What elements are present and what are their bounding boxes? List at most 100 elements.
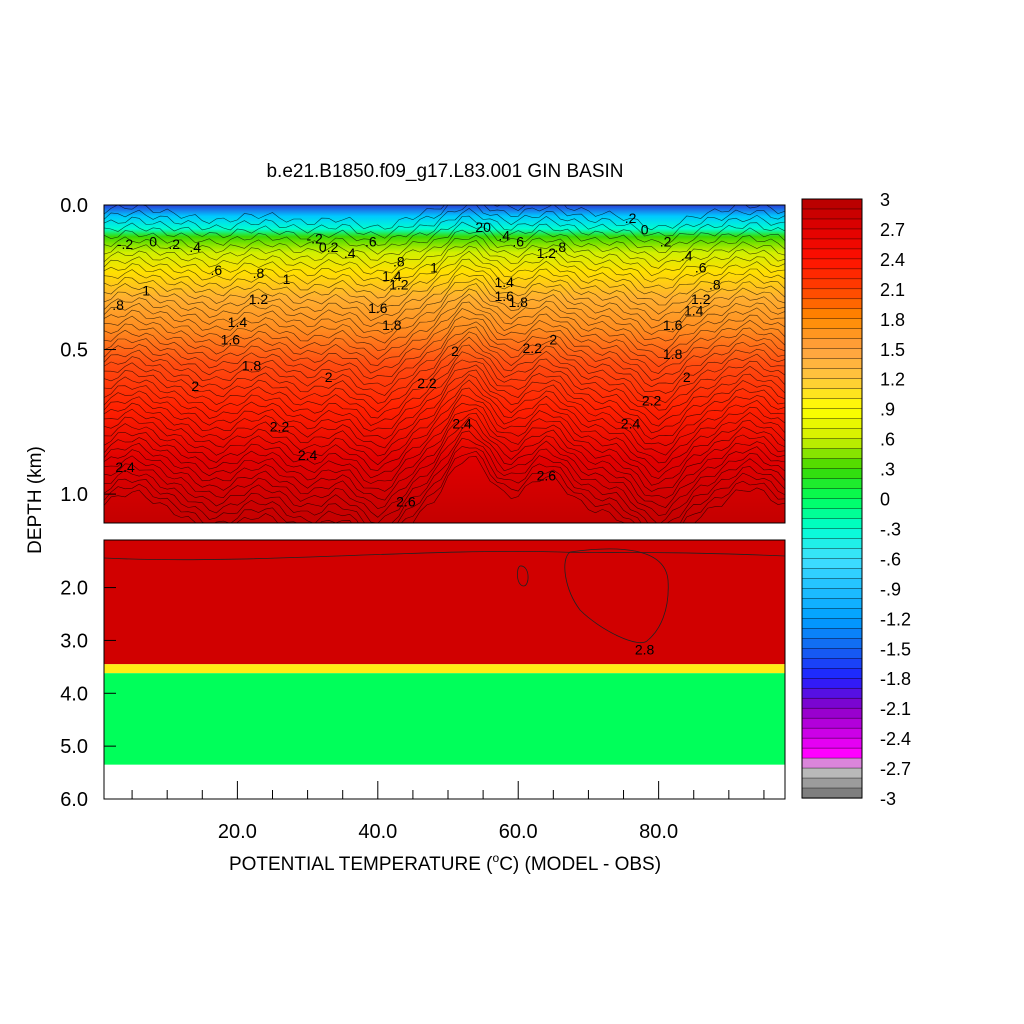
contour-label: 1	[430, 259, 438, 275]
x-tick-label: 40.0	[358, 821, 397, 843]
colorbar-bin	[801, 687, 863, 699]
contour-line	[104, 394, 785, 480]
contour-line	[104, 278, 785, 335]
colorbar-bin	[801, 678, 863, 689]
contour-line	[104, 258, 785, 315]
colorbar-bin	[801, 358, 863, 370]
contour-line	[104, 235, 785, 283]
contour-label: 1.2	[691, 291, 711, 307]
contour-label: 20	[475, 219, 491, 235]
contour-label: 1.6	[368, 300, 388, 316]
colorbar-label: 0	[880, 490, 890, 510]
contour-label: -.2	[306, 230, 323, 246]
contour-label: 2.2	[523, 340, 543, 356]
colorbar-label: 1.5	[880, 340, 905, 360]
colorbar-label: -1.8	[880, 669, 911, 689]
contour-label: 1.8	[663, 346, 683, 362]
colorbar-label: -1.2	[880, 609, 911, 629]
contour-line	[104, 437, 785, 523]
colorbar-label: .3	[880, 460, 895, 480]
colorbar-label: -3	[880, 789, 896, 809]
y-tick-label: 2.0	[60, 578, 88, 600]
colorbar-bin	[801, 388, 863, 400]
contour-label: 2.4	[621, 415, 641, 431]
contour-line	[104, 456, 785, 523]
x-axis-label-part-2: C) (MODEL - OBS)	[499, 854, 661, 875]
chart-title: b.e21.B1850.f09_g17.L83.001 GIN BASIN	[266, 161, 623, 182]
contour-line	[104, 412, 785, 501]
colorbar-bin	[801, 258, 863, 270]
contour-label: 2.2	[270, 418, 290, 434]
colorbar-bin	[801, 368, 863, 380]
y-tick-label: 6.0	[60, 789, 88, 811]
contour-label: .2	[625, 210, 637, 226]
colorbar-label: -2.4	[880, 729, 911, 749]
colorbar-bin	[801, 508, 863, 520]
colorbar-label: 3	[880, 190, 890, 210]
colorbar-bin	[801, 208, 863, 220]
contour-label: .4	[344, 245, 356, 261]
colorbar-bin	[801, 618, 863, 629]
colorbar-bin	[801, 328, 863, 340]
colorbar-label: 2.1	[880, 280, 905, 300]
x-tick-label: 20.0	[218, 821, 257, 843]
contour-line	[104, 379, 785, 466]
contour-label: 2.4	[115, 459, 135, 475]
contour-label: 2	[683, 369, 691, 385]
contour-label: 1.6	[494, 288, 514, 304]
contour-label: 2	[451, 343, 459, 359]
colorbar-bin	[801, 697, 863, 709]
contour-line	[104, 301, 785, 368]
contour-label: 1.8	[508, 294, 528, 310]
contour-line	[104, 245, 785, 299]
contour-label: 1.6	[221, 332, 241, 348]
y-tick-label: 0.0	[60, 195, 88, 217]
contour-label: .6	[512, 233, 524, 249]
contour-label: -.2	[117, 236, 134, 252]
contour-line	[104, 417, 785, 510]
contour-line	[104, 273, 785, 329]
contour-label: .6	[695, 259, 707, 275]
contour-label: 0.2	[319, 239, 339, 255]
upper-frame	[103, 204, 786, 524]
contour-label: 0	[641, 222, 649, 238]
depth-band	[104, 673, 785, 765]
colorbar-label: .6	[880, 430, 895, 450]
colorbar-label: .9	[880, 400, 895, 420]
colorbar-bin	[801, 648, 863, 659]
contour-line	[104, 308, 785, 374]
contour-label: 2	[325, 369, 333, 385]
lower-contour-small	[516, 565, 529, 587]
colorbar-bin	[801, 268, 863, 280]
contour-label: .8	[112, 297, 124, 313]
colorbar-bin	[801, 787, 863, 799]
contour-label: 2.4	[298, 447, 318, 463]
colorbar-bin	[801, 767, 863, 779]
contour-line	[104, 221, 785, 269]
contour-line	[104, 208, 785, 255]
upper-contour-labels: -.2 0.2.4.6.8 1-.20.2.4.6.8 11.21.41.61.82.…	[112, 210, 721, 509]
contour-label: 2.6	[396, 493, 416, 509]
colorbar-bin	[801, 338, 863, 350]
colorbar-bin	[801, 438, 863, 450]
colorbar-bin	[801, 218, 863, 230]
colorbar-bin	[801, 757, 863, 769]
contour-line	[104, 331, 785, 404]
lower-frame	[103, 539, 786, 800]
lower-contour-2-8	[104, 550, 785, 561]
y-tick-label: 5.0	[60, 736, 88, 758]
upper-field	[104, 205, 785, 523]
contour-label: 1.2	[537, 245, 557, 261]
y-tick-label: 0.5	[60, 340, 88, 362]
depth-band	[104, 540, 785, 665]
colorbar-bin	[801, 747, 863, 759]
colorbar-bin	[801, 298, 863, 310]
colorbar-bin	[801, 318, 863, 330]
colorbar-bin	[801, 588, 863, 599]
colorbar-bin	[801, 228, 863, 240]
contour-label: .6	[210, 262, 222, 278]
colorbar-bin	[801, 278, 863, 290]
x-axis-label: POTENTIAL TEMPERATURE (oC) (MODEL - OBS)	[229, 851, 661, 875]
colorbar-bin	[801, 638, 863, 649]
colorbar-bin	[801, 408, 863, 420]
